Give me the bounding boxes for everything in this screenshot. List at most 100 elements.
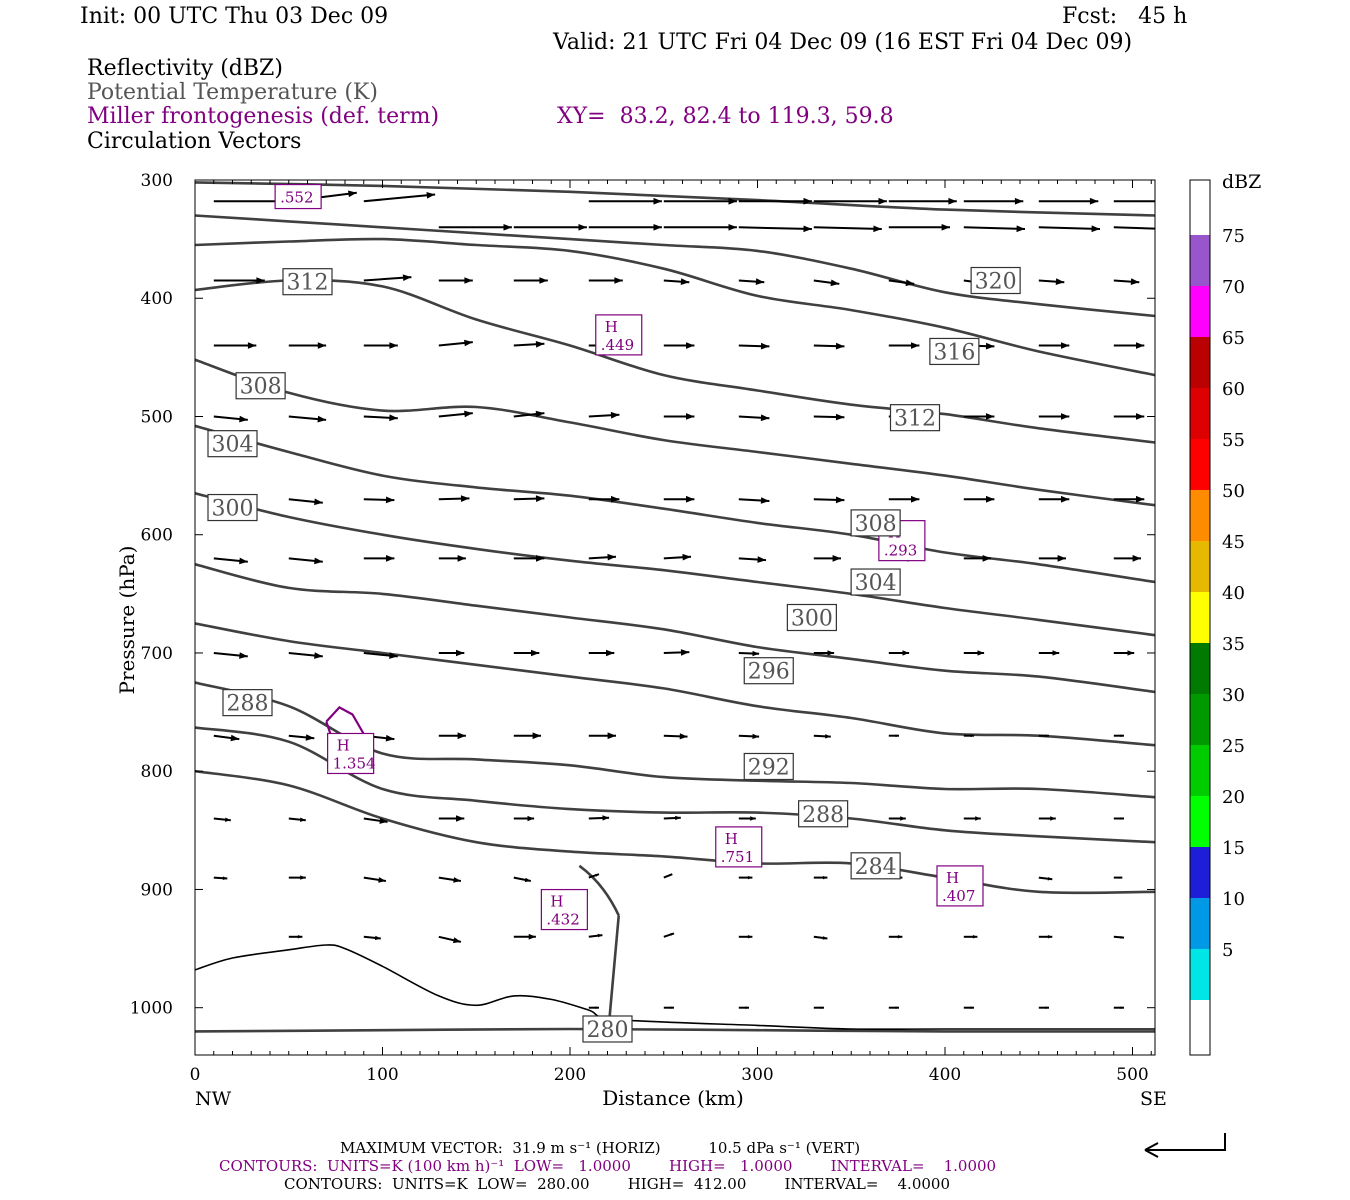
vector-head: [1120, 1006, 1124, 1009]
circulation-vector: [813, 197, 887, 205]
circulation-vector: [363, 555, 395, 562]
vector-head: [911, 342, 920, 349]
circulation-vector: [588, 495, 620, 503]
circulation-vector: [588, 553, 617, 561]
theta-label-box: [929, 337, 980, 366]
colorbar-label: 10: [1222, 889, 1245, 910]
circulation-vector: [1113, 876, 1123, 879]
theta-contour-304: [195, 492, 1155, 637]
colorbar-label: 20: [1222, 787, 1245, 808]
circulation-vector: [738, 733, 760, 739]
vector-head: [247, 342, 257, 349]
circulation-vector: [513, 277, 548, 284]
colorbar-label: 50: [1222, 481, 1245, 502]
circulation-vector: [1038, 555, 1066, 562]
vector-head: [385, 734, 395, 742]
x-axis-label: Distance (km): [602, 1086, 744, 1110]
circulation-vector: [1038, 413, 1070, 420]
x-tick-label: 200: [554, 1065, 586, 1085]
circulation-vector: [888, 279, 915, 287]
vector-head: [686, 342, 695, 349]
vector-head: [317, 342, 327, 349]
theta-label: 280: [582, 1015, 633, 1043]
vector-head: [503, 224, 512, 231]
circulation-vector: [213, 557, 248, 565]
circulation-vector: [513, 876, 531, 883]
vector-head: [752, 650, 760, 657]
theta-label-box: [207, 493, 258, 522]
vector-head: [1057, 555, 1066, 562]
vector-head: [385, 496, 395, 504]
vector-head: [822, 936, 828, 940]
vector-shaft: [738, 226, 812, 230]
vector-head: [675, 815, 681, 821]
vector-head: [827, 650, 835, 656]
theta-label: 292: [743, 752, 794, 780]
circulation-vector: [438, 649, 465, 657]
vector-head: [532, 732, 541, 740]
circulation-vector: [963, 413, 995, 420]
circulation-vector: [513, 933, 536, 940]
theta-label-box: [235, 372, 286, 400]
circulation-vector: [738, 497, 770, 504]
end-label-right: SE: [1140, 1088, 1167, 1110]
vector-head: [379, 817, 388, 824]
theta-label: 288: [222, 689, 273, 717]
theta-contour-280: [195, 1027, 1155, 1033]
circulation-vector: [888, 650, 910, 656]
vector-head: [535, 341, 545, 348]
vector-head: [985, 342, 995, 350]
circulation-vector: [588, 933, 603, 938]
vector-head: [606, 649, 615, 657]
circulation-vector: [363, 342, 398, 349]
vector-head: [948, 197, 957, 205]
circulation-vector: [513, 341, 545, 348]
circulation-vector: [963, 816, 981, 821]
circulation-vector: [963, 495, 995, 503]
circulation-vector: [813, 225, 882, 233]
circulation-vector: [1113, 495, 1145, 503]
vector-head: [1156, 225, 1165, 232]
circulation-vector: [1113, 935, 1125, 939]
theta-label: 300: [786, 603, 837, 632]
vector-head: [611, 495, 620, 503]
circulation-vector: [438, 935, 462, 944]
circulation-vector: [663, 815, 681, 821]
circulation-vector: [363, 652, 398, 659]
vector-head: [531, 649, 540, 657]
colorbar-label: 25: [1222, 736, 1245, 757]
frontogenesis-max-value: .293: [884, 542, 917, 560]
vector-head: [1120, 734, 1124, 738]
circulation-vector: [813, 496, 845, 504]
circulation-vector: [813, 734, 831, 739]
theta-contour-324: [195, 214, 1155, 318]
colorbar-swatch: [1190, 180, 1210, 235]
x-tick-label: 500: [1116, 1065, 1148, 1085]
vector-head: [757, 556, 766, 563]
vector-head: [873, 225, 882, 233]
vector-head: [528, 933, 536, 940]
circulation-vector: [663, 733, 688, 740]
field-theta: Potential Temperature (K): [87, 80, 378, 105]
vector-head: [607, 553, 616, 561]
vector-head: [669, 874, 673, 877]
vector-head: [386, 555, 395, 562]
colorbar-label: 35: [1222, 634, 1245, 655]
vector-head: [300, 817, 306, 822]
theta-label: 320: [970, 266, 1021, 295]
vector-head: [607, 732, 616, 740]
circulation-vector: [438, 732, 466, 740]
circulation-vector: [213, 876, 228, 880]
circulation-vector: [1038, 876, 1053, 881]
frontogenesis-max-letter: H: [337, 736, 350, 754]
circulation-vector: [513, 410, 545, 418]
colorbar-swatch: [1190, 847, 1210, 898]
theta-label-box: [970, 266, 1021, 295]
colorbar-swatch: [1190, 643, 1210, 694]
circulation-vector: [963, 555, 991, 562]
theta-label-text: 292: [748, 755, 790, 780]
vector-head: [1061, 413, 1070, 420]
vector-head: [728, 224, 737, 231]
colorbar-label: 15: [1222, 838, 1245, 859]
